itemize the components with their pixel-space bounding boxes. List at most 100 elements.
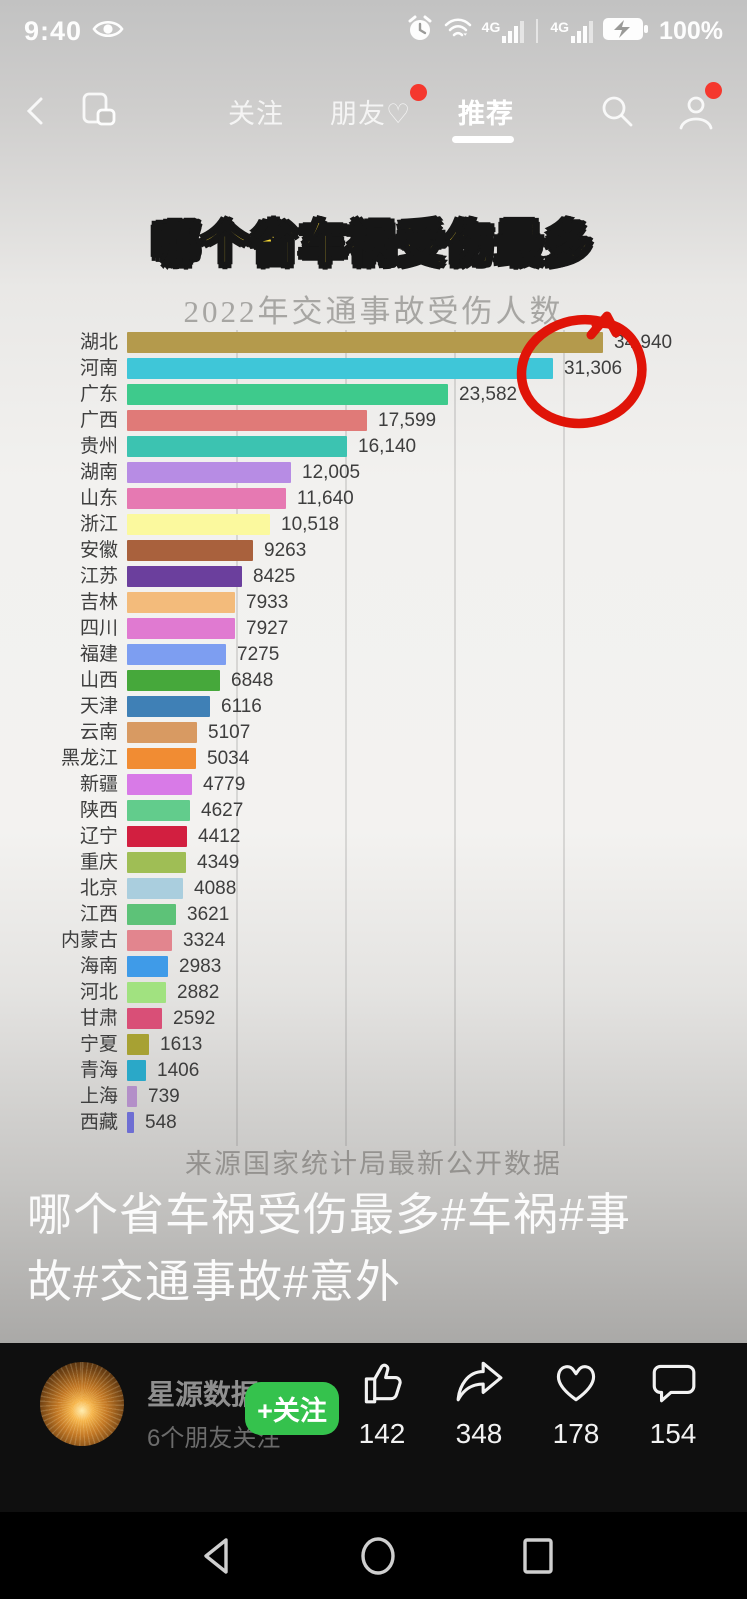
gridline xyxy=(236,330,238,1146)
bar-label: 陕西 xyxy=(79,800,118,821)
bar-label: 甘肃 xyxy=(79,1008,118,1029)
bar-label: 山东 xyxy=(79,488,118,509)
bar-label: 四川 xyxy=(79,618,118,639)
like-button[interactable]: 142 xyxy=(352,1357,412,1450)
bar xyxy=(127,1008,162,1029)
wifi-icon xyxy=(443,16,473,47)
video-headline: 哪个省车祸受伤最多 xyxy=(152,217,594,271)
bar xyxy=(127,774,192,795)
chart-row: 安徽 9263 xyxy=(0,538,747,564)
bar-label: 广东 xyxy=(79,384,118,405)
nav-home-icon[interactable] xyxy=(356,1534,400,1583)
bar xyxy=(127,1060,146,1081)
bar xyxy=(127,410,367,431)
tab-recommend[interactable]: 推荐 xyxy=(458,99,514,129)
bar-value: 4088 xyxy=(194,878,237,899)
alarm-icon xyxy=(406,15,434,48)
bar-label: 宁夏 xyxy=(79,1034,118,1055)
bar xyxy=(127,618,235,639)
chart-row: 天津 6116 xyxy=(0,694,747,720)
bar-value: 6116 xyxy=(221,696,262,717)
bar-value: 11,640 xyxy=(297,488,354,509)
comment-button[interactable]: 154 xyxy=(643,1357,703,1450)
bar-label: 海南 xyxy=(79,956,118,977)
chart-row: 上海 739 xyxy=(0,1084,747,1110)
chart-row: 辽宁 4412 xyxy=(0,824,747,850)
follow-button[interactable]: +关注 xyxy=(245,1382,339,1435)
bar-label: 福建 xyxy=(79,644,118,665)
bar-label: 青海 xyxy=(79,1060,118,1081)
bar-label: 广西 xyxy=(79,410,118,431)
battery-percent: 100% xyxy=(659,16,723,45)
bar-value: 23,582 xyxy=(459,384,518,405)
bar xyxy=(127,696,210,717)
bar-value: 2882 xyxy=(177,982,220,1003)
bar xyxy=(127,956,168,977)
chart-row: 湖南 12,005 xyxy=(0,460,747,486)
chart-row: 河北 2882 xyxy=(0,980,747,1006)
bar-value: 6848 xyxy=(231,670,274,691)
bar-label: 河北 xyxy=(79,982,118,1003)
active-tab-underline xyxy=(452,136,514,143)
profile-icon[interactable] xyxy=(676,92,716,137)
nav-back-icon[interactable] xyxy=(198,1534,238,1583)
bar-label: 黑龙江 xyxy=(60,748,118,769)
battery-charging-icon xyxy=(602,16,650,47)
bar-value: 548 xyxy=(145,1112,177,1133)
chart-row: 吉林 7933 xyxy=(0,590,747,616)
bar xyxy=(127,358,553,379)
bar-value: 4349 xyxy=(197,852,240,873)
bar-value: 9263 xyxy=(264,540,307,561)
favorite-count: 178 xyxy=(552,1418,600,1449)
bar-label: 湖北 xyxy=(79,332,118,353)
chart-row: 宁夏 1613 xyxy=(0,1032,747,1058)
bar-label: 云南 xyxy=(79,722,118,743)
back-icon[interactable] xyxy=(24,94,46,133)
bar-label: 浙江 xyxy=(79,514,118,535)
bar-value: 10,518 xyxy=(281,514,340,535)
bar xyxy=(127,332,603,353)
bar-value: 2592 xyxy=(173,1008,216,1029)
like-count: 142 xyxy=(358,1418,406,1449)
bar xyxy=(127,644,226,665)
bar-label: 贵州 xyxy=(79,436,118,457)
bar xyxy=(127,670,220,691)
chart-row: 云南 5107 xyxy=(0,720,747,746)
bar-label: 辽宁 xyxy=(79,826,118,847)
floating-window-icon[interactable] xyxy=(80,90,120,135)
search-icon[interactable] xyxy=(598,92,636,135)
avatar[interactable] xyxy=(40,1362,124,1446)
chart-title: 2022年交通事故受伤人数 xyxy=(183,294,564,329)
favorite-button[interactable]: 178 xyxy=(546,1357,606,1450)
heart-icon xyxy=(556,1365,596,1402)
chart-row: 四川 7927 xyxy=(0,616,747,642)
video-caption: 哪个省车祸受伤最多#车祸#事故#交通事故#意外 xyxy=(27,1189,632,1307)
bar-value: 12,005 xyxy=(302,462,361,483)
bar-value: 4412 xyxy=(198,826,241,847)
bar xyxy=(127,514,270,535)
chart-row: 青海 1406 xyxy=(0,1058,747,1084)
comment-icon xyxy=(652,1364,696,1403)
chart-row: 福建 7275 xyxy=(0,642,747,668)
signal-4g-icon: 4G xyxy=(550,18,594,44)
chart-row: 内蒙古 3324 xyxy=(0,928,747,954)
bar-label: 湖南 xyxy=(79,462,118,483)
chart-row: 北京 4088 xyxy=(0,876,747,902)
status-bar: 9:40 4G 4G 100% xyxy=(0,8,747,54)
username[interactable]: 星源数据 xyxy=(147,1379,260,1410)
nav-recents-icon[interactable] xyxy=(518,1534,558,1583)
bar xyxy=(127,566,242,587)
chart-row: 新疆 4779 xyxy=(0,772,747,798)
data-source-note: 来源国家统计局最新公开数据 xyxy=(185,1149,562,1179)
share-button[interactable]: 348 xyxy=(449,1357,509,1450)
bar xyxy=(127,592,235,613)
clock-time: 9:40 xyxy=(24,15,83,46)
tab-friends[interactable]: 朋友♡ xyxy=(330,99,412,129)
chart-row: 广东 23,582 xyxy=(0,382,747,408)
bar-value: 2983 xyxy=(179,956,222,977)
signal-4g-icon: 4G xyxy=(482,18,525,44)
bar-label: 安徽 xyxy=(79,540,118,561)
tab-follow[interactable]: 关注 xyxy=(228,99,284,129)
chart-row: 广西 17,599 xyxy=(0,408,747,434)
bar-label: 江西 xyxy=(79,904,118,925)
